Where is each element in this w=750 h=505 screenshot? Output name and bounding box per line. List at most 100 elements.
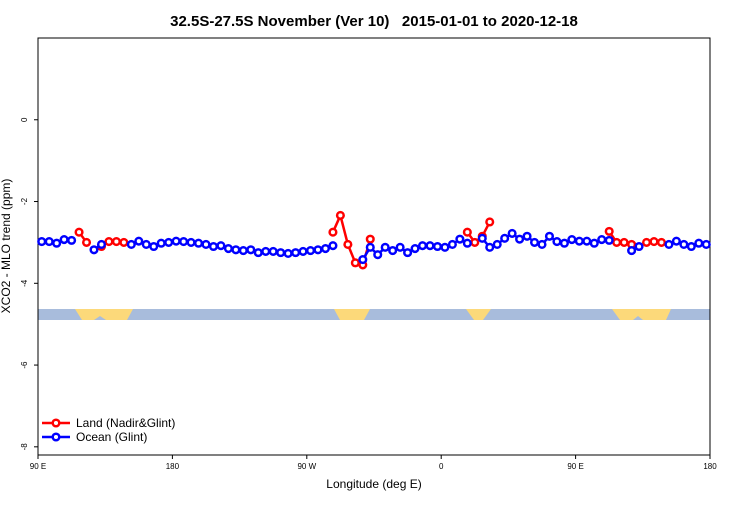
legend-marker <box>51 432 61 442</box>
data-point <box>291 248 301 258</box>
data-point <box>515 234 525 244</box>
land-strip <box>466 309 491 320</box>
data-point <box>37 237 47 247</box>
x-tick-label: 180 <box>166 462 180 471</box>
data-point <box>559 238 569 248</box>
data-point <box>208 241 219 252</box>
data-point <box>104 237 114 247</box>
data-point <box>544 231 555 241</box>
data-point <box>126 239 136 250</box>
x-axis-label: Longitude (deg E) <box>326 477 421 491</box>
data-point <box>656 237 667 247</box>
data-point <box>470 237 480 247</box>
data-point <box>485 217 495 227</box>
data-point <box>223 243 233 254</box>
data-point <box>44 237 54 247</box>
data-point <box>74 227 84 237</box>
data-point <box>694 238 704 248</box>
data-point <box>582 236 592 246</box>
data-point <box>149 241 159 252</box>
data-point <box>477 233 487 243</box>
data-point <box>320 243 331 254</box>
data-point <box>485 242 495 252</box>
data-point <box>201 239 211 250</box>
y-tick-label: -8 <box>20 443 29 451</box>
chart-title: 32.5S-27.5S November (Ver 10) 2015-01-01… <box>170 13 578 30</box>
data-point <box>193 238 204 248</box>
data-point <box>96 239 107 250</box>
data-point <box>335 210 345 220</box>
data-point <box>627 246 637 256</box>
data-point <box>231 245 241 255</box>
data-point <box>328 241 338 251</box>
data-point <box>388 246 398 256</box>
data-point <box>261 246 271 256</box>
data-point <box>403 248 413 258</box>
y-tick-label: -6 <box>20 361 29 369</box>
data-point <box>440 242 450 252</box>
data-point <box>671 236 681 246</box>
data-point <box>507 228 517 238</box>
data-point <box>141 239 151 250</box>
data-point <box>298 246 308 256</box>
data-point <box>343 239 353 250</box>
data-point <box>283 248 293 258</box>
data-point <box>365 242 375 252</box>
y-tick-label: 0 <box>20 117 29 122</box>
data-point <box>111 237 121 247</box>
data-point <box>522 231 532 241</box>
data-point <box>589 238 599 248</box>
x-tick-label: 90 W <box>297 462 316 471</box>
data-point <box>350 258 360 268</box>
data-point <box>52 238 62 248</box>
data-point <box>89 245 99 255</box>
data-point <box>597 235 607 245</box>
data-point <box>246 245 256 255</box>
data-point <box>81 237 92 247</box>
data-point <box>634 241 644 252</box>
data-point <box>171 236 181 246</box>
data-point <box>305 246 316 256</box>
data-point <box>604 226 614 236</box>
data-point <box>313 245 323 255</box>
data-point <box>164 237 174 247</box>
data-point <box>276 248 286 258</box>
data-point <box>537 239 547 250</box>
land-strip <box>612 309 671 320</box>
legend-marker <box>51 418 61 428</box>
x-tick-label: 180 <box>703 462 717 471</box>
data-point <box>455 234 465 244</box>
legend-label: Land (Nadir&Glint) <box>76 416 175 430</box>
data-point <box>492 239 502 250</box>
data-point <box>462 238 472 248</box>
data-point <box>701 239 711 250</box>
data-point <box>67 235 77 245</box>
data-point <box>358 255 368 265</box>
data-point <box>649 237 659 247</box>
y-axis-label: XCO2 - MLO trend (ppm) <box>0 179 13 314</box>
data-point <box>410 243 420 254</box>
data-point <box>447 239 457 250</box>
surface-strip <box>38 309 710 320</box>
data-point <box>619 237 629 247</box>
data-point <box>417 241 428 251</box>
data-point <box>664 239 674 250</box>
legend: Land (Nadir&Glint)Ocean (Glint) <box>42 416 175 444</box>
land-strip <box>334 309 370 320</box>
data-point <box>216 241 226 251</box>
data-point <box>567 235 577 245</box>
data-point <box>395 242 405 252</box>
data-point <box>574 236 584 246</box>
data-point <box>679 239 689 250</box>
data-point <box>425 241 435 251</box>
data-point <box>59 235 69 245</box>
data-point <box>179 237 189 247</box>
y-tick-label: -4 <box>20 279 29 287</box>
data-point <box>686 241 696 252</box>
data-point <box>186 237 196 247</box>
data-point <box>156 238 166 248</box>
data-point <box>238 246 248 256</box>
data-point <box>373 250 383 260</box>
legend-label: Ocean (Glint) <box>76 430 147 444</box>
